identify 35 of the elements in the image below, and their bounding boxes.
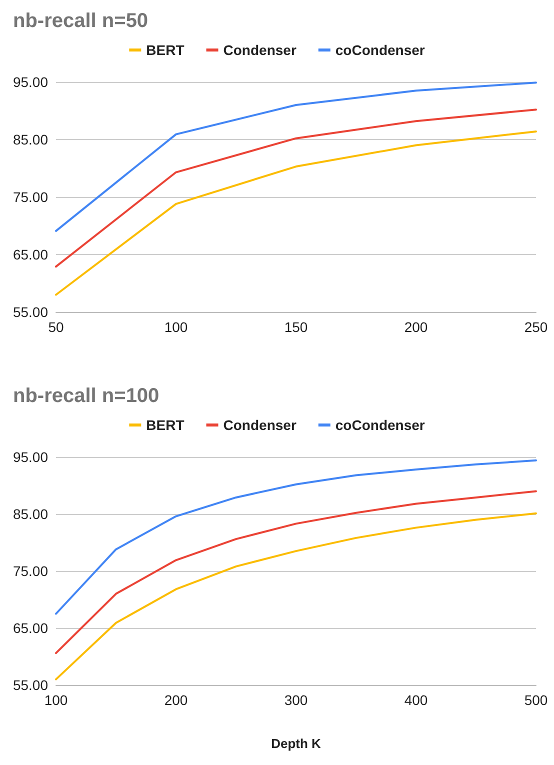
y-tick-label: 75.00 [12, 563, 48, 579]
x-axis-title: Depth K [271, 736, 322, 751]
legend-label: BERT [146, 42, 185, 58]
x-tick-label: 50 [48, 319, 64, 335]
line-series [55, 512, 537, 680]
y-tick-label: 55.00 [12, 677, 48, 693]
x-tick-label: 100 [44, 692, 68, 708]
x-tick-label: 500 [524, 692, 548, 708]
y-tick-label: 85.00 [12, 132, 48, 148]
legend-label: Condenser [223, 42, 297, 58]
legend-label: coCondenser [335, 42, 426, 58]
line-series [55, 82, 537, 232]
legend-label: coCondenser [335, 417, 426, 433]
y-tick-label: 85.00 [12, 506, 48, 522]
y-tick-label: 65.00 [12, 246, 48, 262]
y-tick-label: 55.00 [12, 304, 48, 320]
y-tick-label: 65.00 [12, 620, 48, 636]
line-series [55, 490, 537, 654]
line-series [55, 459, 537, 615]
y-tick-label: 95.00 [12, 74, 48, 90]
x-tick-label: 250 [524, 319, 548, 335]
x-tick-label: 150 [284, 319, 308, 335]
x-tick-label: 200 [164, 692, 188, 708]
legend-label: Condenser [223, 417, 297, 433]
x-tick-label: 400 [404, 692, 428, 708]
x-tick-label: 300 [284, 692, 308, 708]
x-tick-label: 200 [404, 319, 428, 335]
x-tick-label: 100 [164, 319, 188, 335]
chart-title: nb-recall n=50 [13, 10, 148, 32]
chart-title: nb-recall n=100 [13, 385, 160, 407]
line-series [55, 108, 537, 268]
line-series [55, 130, 537, 296]
y-tick-label: 75.00 [12, 189, 48, 205]
y-tick-label: 95.00 [12, 449, 48, 465]
legend-label: BERT [146, 417, 185, 433]
